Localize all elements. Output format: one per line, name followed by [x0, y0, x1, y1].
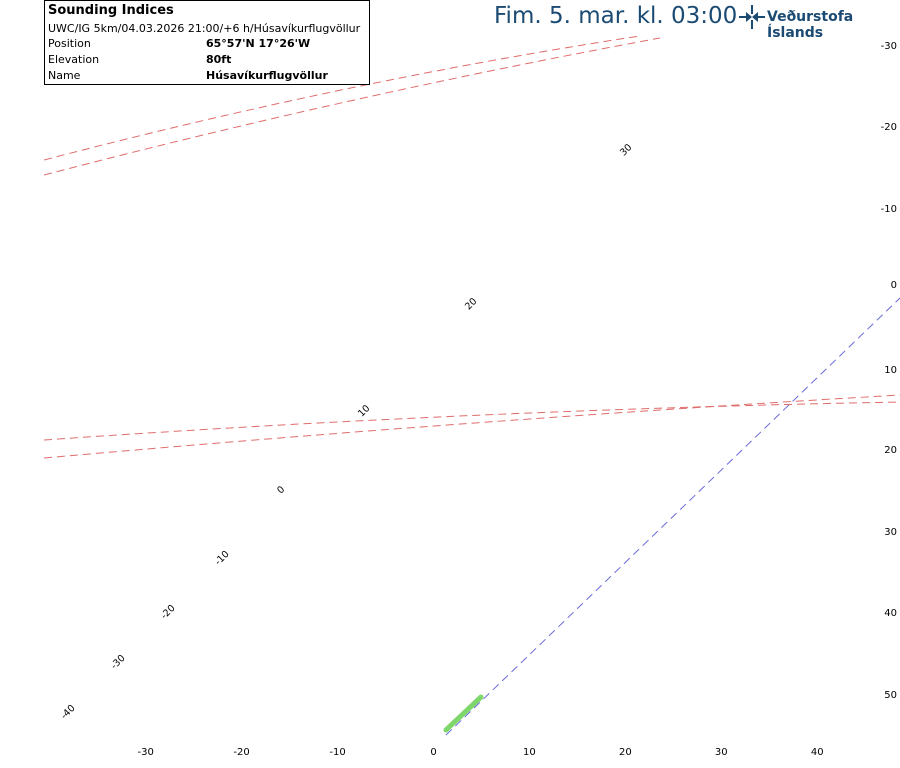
reference-dashed-line [44, 35, 641, 161]
model-run-line: UWC/IG 5km/04.03.2026 21:00/+6 h/Húsavík… [48, 22, 361, 35]
isotherm-inline-label: -10 [213, 549, 232, 568]
elevation-value: 80ft [206, 53, 232, 66]
sounding-indices-panel: Sounding Indices UWC/IG 5km/04.03.2026 2… [44, 0, 370, 85]
position-value: 65°57'N 17°26'W [206, 37, 311, 50]
right-temperature-label: 50 [884, 690, 897, 701]
reference-dashed-line [44, 401, 900, 441]
lcl-reference-line [445, 297, 900, 736]
right-temperature-label: -10 [881, 204, 897, 215]
isotherm-inline-label: -40 [59, 703, 78, 722]
bottom-temperature-label: 0 [430, 747, 436, 758]
bottom-temperature-label: 10 [523, 747, 536, 758]
name-value: Húsavíkurflugvöllur [206, 69, 328, 82]
brand-logo[interactable]: Veðurstofa Íslands [738, 4, 898, 41]
vedurstofa-logo-icon [739, 5, 765, 29]
valid-time: Fim. 5. mar. kl. 03:00 [494, 3, 738, 29]
isotherm-inline-label: 10 [356, 403, 372, 419]
bottom-temperature-label: 20 [619, 747, 632, 758]
elevation-row: Elevation 80ft [48, 53, 368, 68]
name-row: Name Húsavíkurflugvöllur [48, 69, 368, 84]
reference-lines [44, 35, 900, 736]
bottom-temperature-label: -10 [329, 747, 345, 758]
right-temperature-label: 40 [884, 608, 897, 619]
position-row: Position 65°57'N 17°26'W [48, 37, 368, 52]
isotherm-inline-label: -20 [159, 603, 178, 622]
bottom-temperature-label: 40 [811, 747, 824, 758]
bottom-temperature-label: -30 [138, 747, 154, 758]
name-key: Name [48, 69, 81, 82]
isotherm-inline-label: 0 [275, 484, 287, 496]
bottom-temperature-label: 30 [715, 747, 728, 758]
right-temperature-label: 0 [891, 280, 897, 291]
right-temperature-label: -20 [881, 122, 897, 133]
reference-dashed-line [44, 394, 900, 459]
isotherm-inline-label: -30 [109, 653, 128, 672]
isotherm-inline-label: 20 [463, 296, 479, 312]
elevation-key: Elevation [48, 53, 100, 66]
reference-dashed-line [44, 37, 661, 176]
surface-mixed-layer-segment [443, 694, 484, 733]
right-temperature-label: 30 [884, 527, 897, 538]
panel-title: Sounding Indices [48, 3, 174, 18]
isotherm-inline-label: 30 [618, 142, 634, 158]
position-key: Position [48, 37, 91, 50]
bottom-temperature-label: -20 [233, 747, 249, 758]
right-temperature-label: 10 [884, 365, 897, 376]
right-temperature-label: 20 [884, 445, 897, 456]
right-temperature-label: -30 [881, 41, 897, 52]
brand-name: Veðurstofa Íslands [767, 9, 854, 41]
